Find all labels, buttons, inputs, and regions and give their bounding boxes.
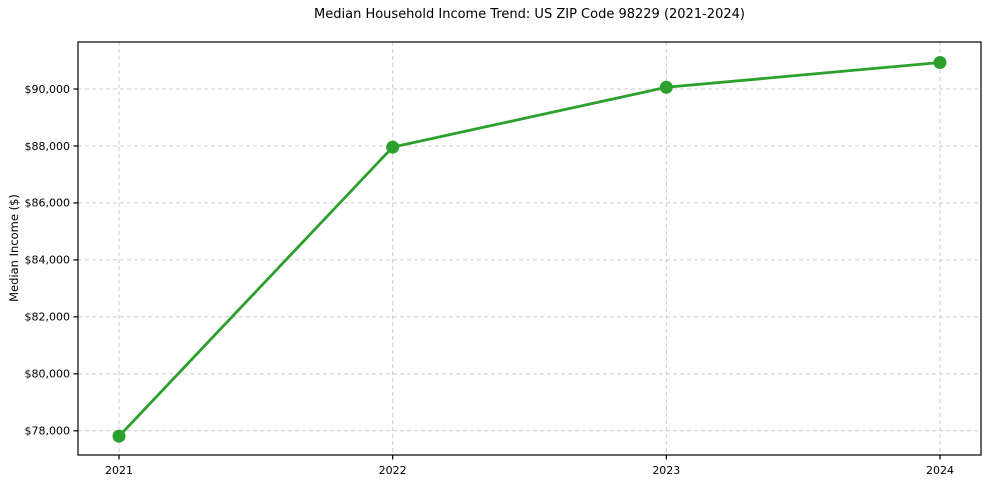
data-point-2024 <box>933 56 947 70</box>
chart-title: Median Household Income Trend: US ZIP Co… <box>314 7 745 22</box>
y-tick-label: $78,000 <box>25 425 71 438</box>
y-tick-label: $80,000 <box>25 368 71 381</box>
y-tick-label: $86,000 <box>25 197 71 210</box>
y-tick-label: $82,000 <box>25 311 71 324</box>
x-tick-label: 2023 <box>652 464 680 477</box>
y-tick-label: $90,000 <box>25 83 71 96</box>
y-tick-label: $88,000 <box>25 140 71 153</box>
data-point-2023 <box>659 80 673 94</box>
plot-frame <box>77 41 982 456</box>
y-tick-label: $84,000 <box>25 254 71 267</box>
trend-line <box>117 61 942 438</box>
x-tick-label: 2024 <box>926 464 954 477</box>
data-point-2021 <box>112 429 126 443</box>
x-tick-label: 2022 <box>379 464 407 477</box>
data-point-2022 <box>386 140 400 154</box>
x-tick-label: 2021 <box>105 464 133 477</box>
